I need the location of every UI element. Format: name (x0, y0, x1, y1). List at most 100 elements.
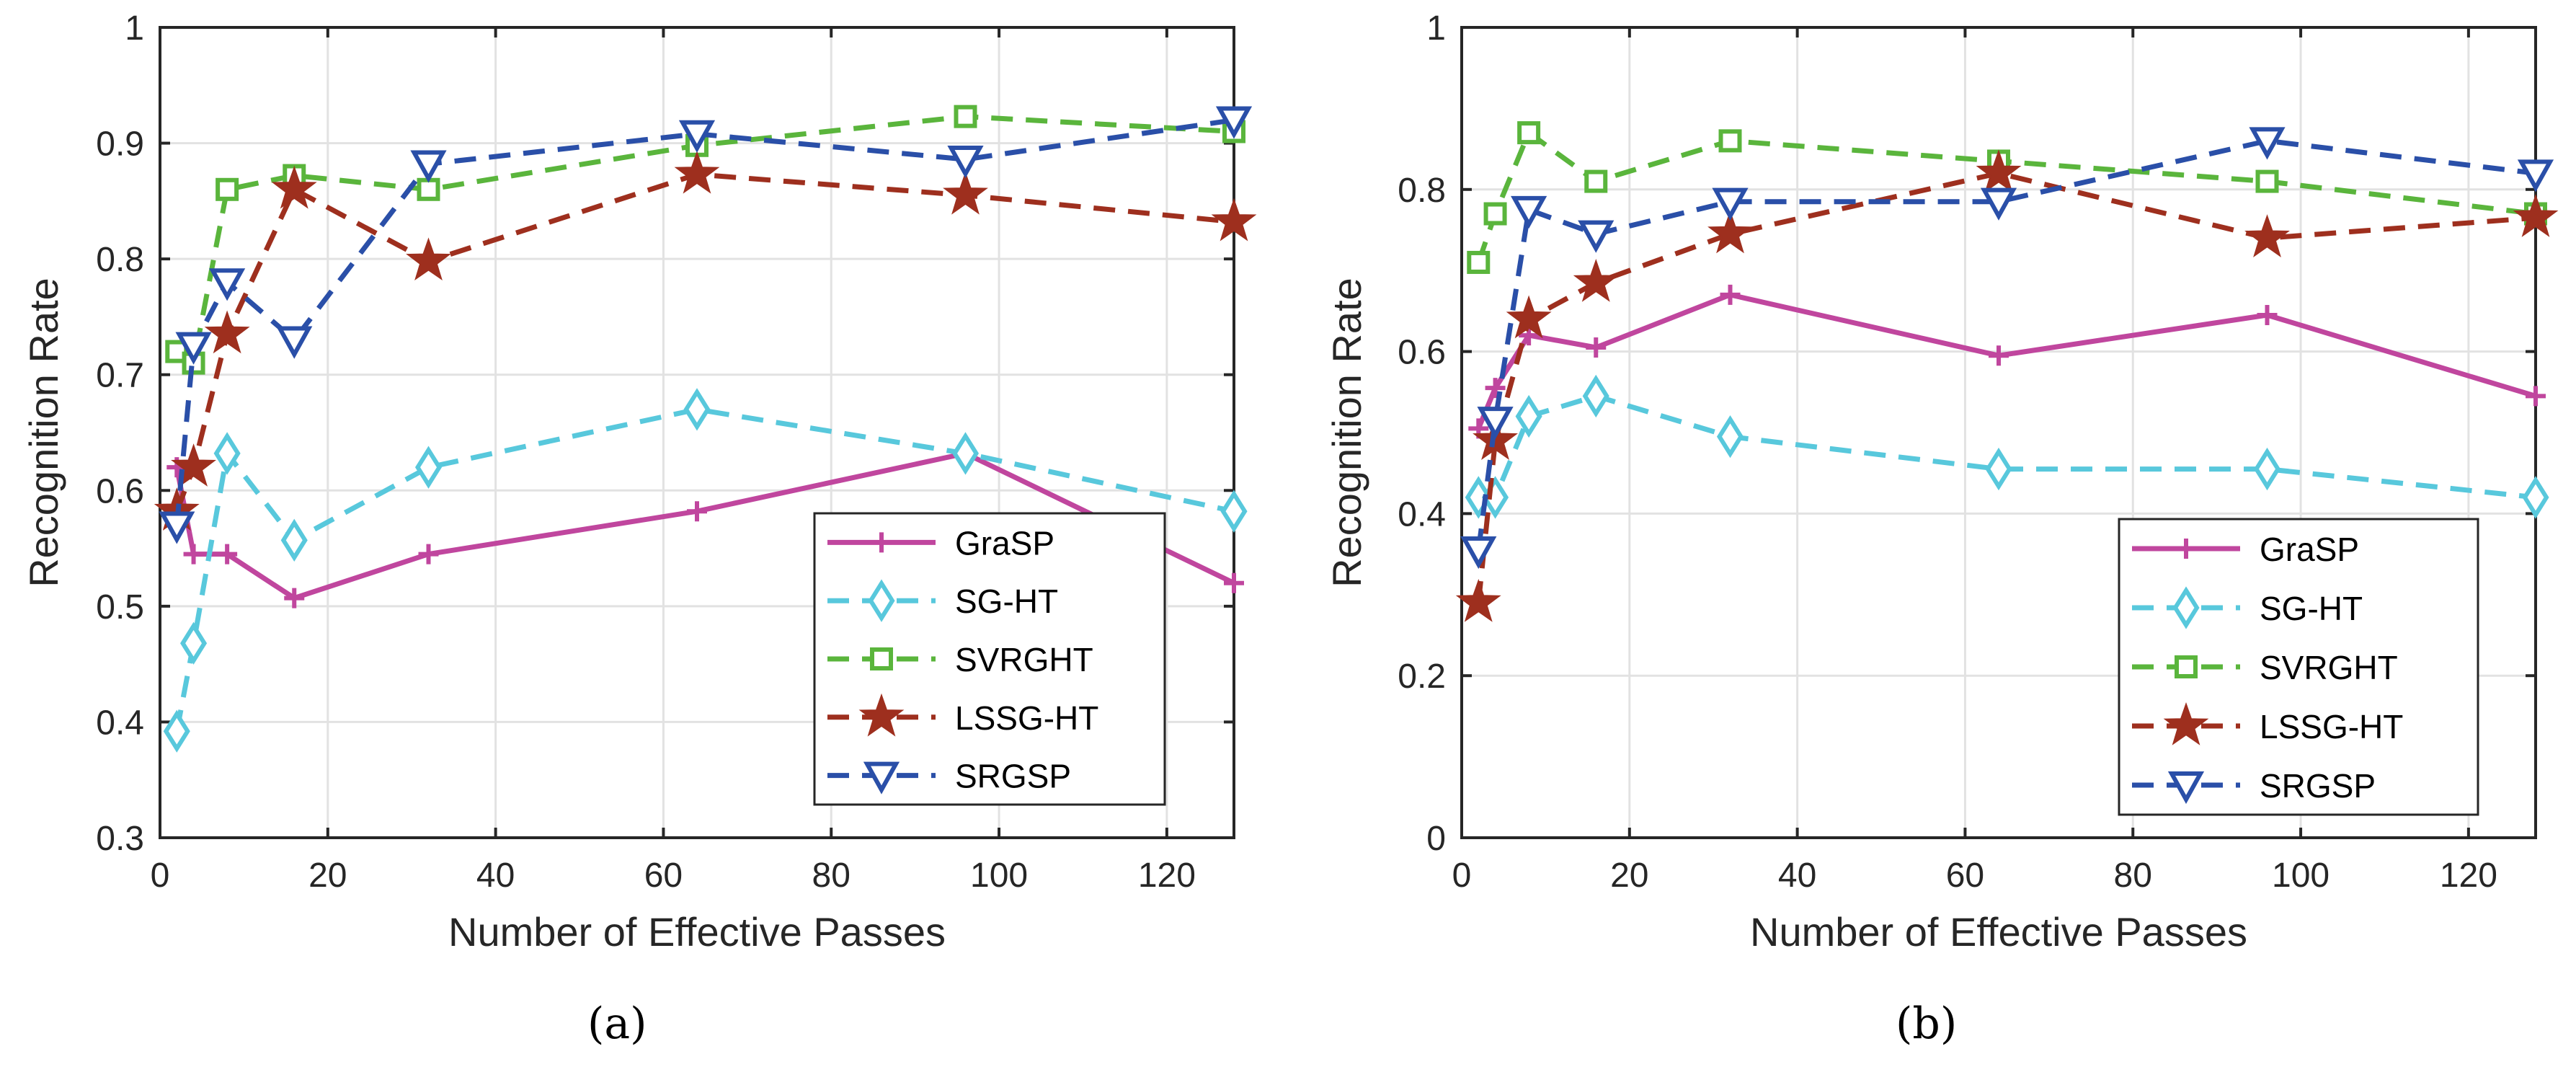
data-point-srgsp (410, 150, 447, 183)
x-axis-label: Number of Effective Passes (448, 909, 946, 955)
data-point-lssg-ht (1506, 295, 1552, 339)
series-line-sg-ht (1478, 393, 2536, 500)
y-tick-label: 1 (125, 9, 144, 48)
y-tick-label: 0 (1426, 820, 1446, 858)
legend-label-lssg-ht: LSSG-HT (955, 699, 1098, 737)
data-point-sg-ht (1716, 415, 1744, 459)
data-point-grasp (2257, 305, 2278, 326)
series-srgsp (159, 106, 1253, 544)
data-point-sg-ht (2522, 476, 2549, 519)
data-point-lssg-ht (1455, 578, 1501, 622)
x-tick-label: 0 (151, 856, 170, 895)
x-tick-label: 120 (1138, 856, 1196, 895)
data-point-srgsp (678, 120, 716, 153)
legend-marker-svrght (2175, 655, 2198, 678)
data-point-sg-ht (414, 446, 443, 489)
data-point-svrght (2255, 169, 2279, 193)
y-tick-label: 0.8 (96, 241, 144, 279)
data-point-grasp (284, 588, 305, 608)
chart-panel-b: 0 20 40 60 80 100 120 0 0.2 0.4 0.6 0.8 1 Number of E… (1324, 9, 2559, 955)
series-line-srgsp (1475, 138, 2536, 551)
legend-label-lssg-ht: LSSG-HT (2260, 708, 2403, 745)
legend-label-sg-ht: SG-HT (2260, 590, 2363, 627)
data-point-srgsp (175, 332, 212, 365)
x-tick-label: 80 (2114, 856, 2152, 895)
data-point-srgsp (1578, 220, 1615, 253)
y-tick-label: 0.5 (96, 588, 144, 627)
y-tick-label: 0.4 (96, 704, 144, 742)
data-point-svrght (417, 177, 440, 201)
axes-box (1460, 26, 2537, 839)
legend: GraSP SG-HT SVRGHT LSSG-HT SRGSP (813, 512, 1166, 806)
data-point-grasp (687, 501, 707, 522)
legend-marker-srgsp (863, 761, 900, 794)
series-line-sg-ht (174, 407, 1235, 732)
legend-label-svrght: SVRGHT (955, 641, 1093, 678)
data-point-lssg-ht (271, 165, 317, 209)
x-tick-label: 120 (2440, 856, 2497, 895)
data-point-grasp (1224, 572, 1244, 593)
legend: GraSP SG-HT SVRGHT LSSG-HT SRGSP (2118, 518, 2479, 816)
data-point-sg-ht (1985, 447, 2012, 491)
panel-label-a: (a) (587, 999, 647, 1049)
data-point-svrght (1517, 121, 1541, 145)
legend-marker-lssg-ht (2163, 701, 2209, 745)
y-tick-label: 0.6 (1398, 334, 1446, 372)
x-tick-label: 40 (1778, 856, 1816, 895)
data-point-srgsp (209, 268, 246, 301)
data-point-sg-ht (180, 621, 208, 665)
series-line-svrght (1475, 130, 2536, 264)
data-point-sg-ht (951, 432, 980, 475)
data-point-lssg-ht (1211, 198, 1257, 242)
y-tick-label: 1 (1426, 9, 1446, 48)
data-point-lssg-ht (204, 310, 250, 354)
data-point-lssg-ht (1707, 210, 1753, 254)
legend-label-sg-ht: SG-HT (955, 583, 1058, 620)
data-point-sg-ht (1220, 490, 1248, 533)
y-tick-label: 0.7 (96, 357, 144, 395)
legend-marker-svrght (870, 647, 893, 670)
x-tick-label: 100 (970, 856, 1028, 895)
data-point-lssg-ht (171, 443, 216, 487)
x-tick-label: 80 (812, 856, 850, 895)
data-point-srgsp (1477, 407, 1514, 440)
data-point-sg-ht (213, 432, 241, 475)
data-point-sg-ht (163, 709, 190, 753)
legend-marker-lssg-ht (858, 693, 905, 737)
legend-label-grasp: GraSP (955, 524, 1054, 562)
legend-marker-sg-ht (2172, 586, 2200, 629)
data-point-srgsp (1460, 536, 1497, 570)
y-tick-label: 0.8 (1398, 172, 1446, 210)
y-tick-label: 0.4 (1398, 495, 1446, 534)
data-point-svrght (1467, 250, 1491, 274)
x-tick-label: 20 (308, 856, 347, 895)
data-point-lssg-ht (406, 237, 451, 281)
y-tick-label: 0.3 (96, 820, 144, 858)
y-tick-label: 0.9 (96, 125, 144, 164)
data-point-sg-ht (1515, 394, 1542, 438)
legend-marker-grasp (2176, 539, 2196, 559)
data-point-grasp (1586, 337, 1607, 358)
data-point-lssg-ht (2244, 214, 2290, 257)
data-point-grasp (183, 544, 204, 565)
y-axis-label: Recognition Rate (21, 278, 66, 588)
data-point-grasp (1989, 345, 2009, 366)
series-grasp (1468, 284, 2546, 439)
data-point-sg-ht (2253, 447, 2281, 491)
legend-marker-srgsp (2167, 771, 2205, 805)
legend-label-grasp: GraSP (2260, 531, 2359, 568)
data-point-svrght (1483, 202, 1507, 226)
legend-marker-sg-ht (868, 579, 895, 622)
x-tick-label: 100 (2272, 856, 2329, 895)
series-srgsp (1460, 127, 2554, 570)
series-line-lssg-ht (174, 172, 1235, 513)
x-tick-label: 60 (644, 856, 683, 895)
y-tick-label: 0.6 (96, 472, 144, 510)
data-point-srgsp (2249, 127, 2286, 160)
series-sg-ht (163, 388, 1248, 753)
data-point-lssg-ht (2513, 194, 2559, 237)
y-tick-label: 0.2 (1398, 658, 1446, 696)
x-axis-label: Number of Effective Passes (1750, 909, 2247, 955)
